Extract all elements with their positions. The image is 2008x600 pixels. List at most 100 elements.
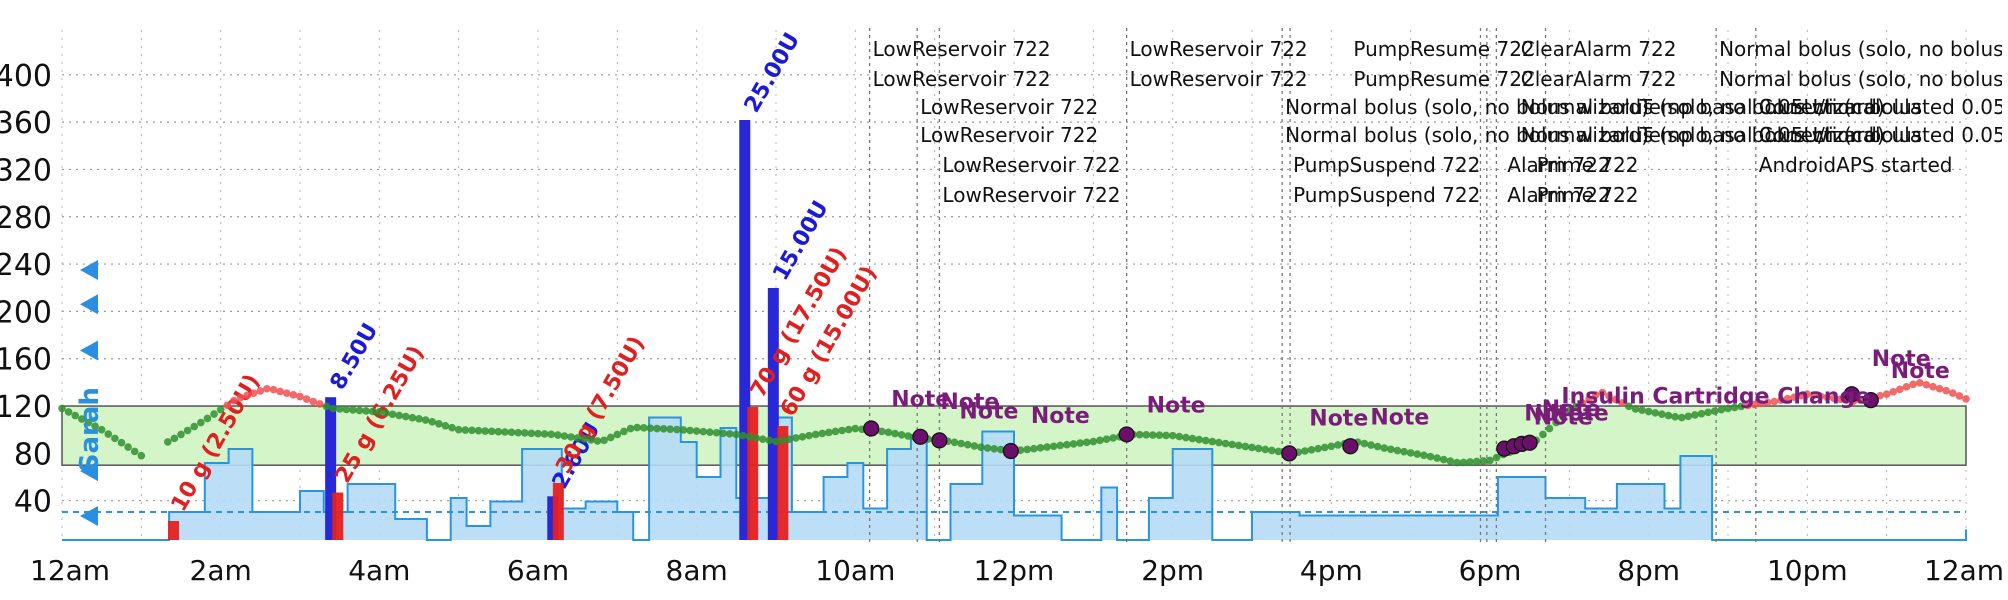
glucose-point: [1750, 400, 1759, 409]
event-label: LowReservoir 722: [873, 67, 1051, 91]
glucose-point: [514, 428, 522, 437]
glucose-point: [124, 443, 132, 451]
glucose-point: [1446, 457, 1455, 465]
note-label: Note: [1370, 405, 1429, 430]
glucose-point: [825, 428, 833, 437]
glucose-point: [891, 429, 899, 438]
event-label: Prime 722: [1537, 153, 1639, 177]
glucose-point: [1208, 437, 1217, 446]
glucose-point: [560, 432, 569, 440]
glucose-point: [1558, 412, 1567, 421]
glucose-point: [626, 424, 635, 433]
glucose-point: [970, 442, 979, 450]
glucose-point: [1829, 394, 1838, 402]
glucose-point: [831, 427, 840, 436]
glucose-point: [606, 433, 615, 442]
glucose-point: [84, 418, 93, 427]
glucose-point: [1162, 431, 1170, 440]
event-label: PumpSuspend 722: [1293, 183, 1480, 207]
glucose-point: [170, 434, 179, 443]
glucose-point: [1268, 446, 1276, 455]
glucose-point: [163, 438, 172, 446]
glucose-point: [1420, 451, 1428, 460]
glucose-point: [104, 430, 113, 438]
glucose-point: [263, 384, 271, 393]
glucose-point: [639, 424, 648, 432]
glucose-point: [739, 431, 747, 440]
glucose-point: [401, 412, 410, 421]
glucose-point: [1109, 434, 1117, 442]
glucose-point: [1063, 440, 1071, 449]
glucose-point: [1234, 441, 1243, 450]
glucose-point: [1565, 406, 1574, 415]
glucose-point: [1730, 403, 1739, 412]
glucose-point: [197, 418, 205, 427]
glucose-point: [1915, 378, 1924, 387]
glucose-point: [1195, 435, 1203, 444]
glucose-point: [1671, 413, 1679, 421]
glucose-point: [1241, 442, 1250, 451]
glucose-point: [203, 414, 212, 423]
patient-label: Sarah: [75, 387, 105, 472]
glucose-point: [487, 427, 496, 436]
glucose-point: [1651, 409, 1660, 417]
event-label: AndroidAPS started: [1759, 153, 1953, 177]
event-label: LowReservoir 722: [1130, 37, 1308, 61]
glucose-point: [1314, 444, 1322, 453]
glucose-point: [58, 404, 66, 413]
side-marker-arrow: [80, 259, 98, 280]
side-marker-arrow: [80, 340, 98, 361]
event-label: Normal bolus (solo, no bolus wizard): [1521, 123, 1885, 147]
glucose-point: [1036, 444, 1045, 452]
glucose-point: [1175, 432, 1184, 441]
glucose-point: [1625, 402, 1633, 411]
glucose-point: [1472, 457, 1481, 466]
note-marker: [1843, 386, 1860, 403]
glucose-point: [1413, 450, 1422, 458]
bolus-bar: [767, 288, 779, 540]
glucose-point: [1142, 431, 1151, 439]
glucose-point: [1539, 430, 1547, 439]
glucose-point: [792, 434, 800, 442]
x-tick-label: 6am: [507, 554, 569, 587]
carb-bar: [332, 492, 344, 540]
glucose-point: [97, 425, 106, 434]
event-label: LowReservoir 722: [920, 123, 1098, 147]
glucose-point: [177, 430, 185, 439]
glucose-point: [1757, 399, 1765, 408]
glucose-point: [71, 411, 80, 420]
glucose-point: [1777, 396, 1785, 404]
note-label: Note: [1891, 359, 1950, 384]
glucose-point: [1935, 384, 1944, 393]
event-label: Correction bolus: [1759, 123, 1922, 147]
event-label: Temp basal 0.05U/h (calculated 0.05U/h): [1639, 95, 2008, 119]
side-marker-arrow: [80, 506, 98, 527]
glucose-point: [1334, 441, 1342, 449]
carb-bar: [552, 483, 564, 540]
glucose-point: [1320, 443, 1329, 452]
glucose-point: [897, 430, 906, 439]
glucose-point: [1228, 440, 1236, 449]
glucose-point: [1744, 401, 1752, 410]
glucose-point: [785, 435, 794, 443]
note-marker: [1342, 438, 1359, 455]
glucose-point: [329, 404, 337, 413]
glucose-point: [673, 425, 681, 434]
note-label: Note: [1309, 406, 1368, 431]
glucose-point: [91, 422, 99, 430]
glucose-point: [507, 428, 516, 437]
glucose-point: [1644, 407, 1653, 416]
glucose-point: [1182, 433, 1190, 442]
glucose-point: [732, 430, 741, 439]
y-tick-label: 160: [0, 343, 52, 378]
glucose-point: [362, 407, 370, 415]
glucose-point: [613, 430, 622, 439]
glucose-point: [1677, 413, 1686, 422]
glucose-point: [454, 425, 463, 434]
glucose-point: [1486, 456, 1494, 465]
glucose-point: [1168, 431, 1177, 440]
glucose-point: [1049, 442, 1058, 451]
glucose-point: [573, 434, 582, 442]
glucose-point: [1307, 446, 1316, 454]
glucose-point: [712, 428, 721, 437]
